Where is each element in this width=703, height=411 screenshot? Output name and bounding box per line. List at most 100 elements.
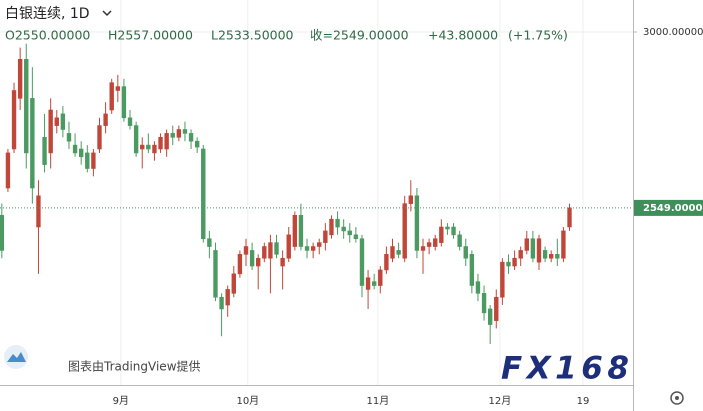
x-tick-label: 12月	[489, 395, 512, 407]
grid	[0, 0, 633, 385]
candle-body	[347, 230, 352, 236]
candle-body	[182, 129, 188, 134]
ohlc-value: L2533.50000	[211, 28, 294, 43]
candle-body	[127, 117, 133, 126]
candle-body	[506, 261, 511, 267]
candle-body	[268, 242, 273, 259]
candle-body	[549, 254, 554, 259]
candle-body	[158, 137, 163, 150]
watermark: 图表由TradingView提供	[68, 359, 201, 374]
tradingview-icon	[4, 345, 28, 369]
last-price-box	[634, 199, 703, 216]
candle-body	[85, 152, 90, 169]
candle-body	[280, 257, 285, 267]
x-tick-label: 10月	[236, 395, 259, 407]
candle-body	[176, 129, 182, 138]
candle-body	[475, 281, 481, 294]
logo: FX168	[501, 351, 629, 387]
candle-body	[390, 246, 395, 259]
candle-body	[481, 293, 487, 314]
candle-body	[445, 226, 450, 230]
candle-body	[170, 133, 175, 138]
candle-body	[341, 226, 346, 232]
candle-body	[371, 281, 377, 286]
candle-body	[542, 250, 548, 259]
candle-body	[359, 238, 365, 286]
candle-body	[42, 137, 47, 165]
candle-body	[48, 109, 53, 154]
candle-body	[292, 215, 298, 247]
interval-dropdown[interactable]	[102, 10, 112, 17]
candle-body	[66, 133, 72, 142]
candle-body	[420, 246, 426, 251]
x-tick-label: 11月	[366, 395, 389, 407]
candle-body	[72, 144, 78, 154]
candle-body	[555, 254, 560, 259]
candle-body	[140, 144, 145, 150]
candle-body	[433, 238, 438, 247]
candle-body	[426, 242, 432, 247]
candle-body	[408, 195, 414, 204]
candle-body	[146, 144, 151, 150]
candle-body	[378, 269, 383, 286]
candle-body	[30, 97, 35, 189]
x-tick-label: 19	[577, 396, 590, 407]
candle-body	[0, 215, 5, 251]
settings-icon[interactable]	[670, 391, 684, 405]
x-tick-label: 9月	[113, 395, 129, 407]
candle-body	[262, 246, 267, 259]
candle-body	[500, 261, 505, 298]
candle-body	[463, 246, 468, 259]
ohlc-legend: O2550.00000 H2557.00000 L2533.50000 收=2549.…	[5, 28, 568, 43]
ohlc-value: +43.80000	[428, 28, 498, 43]
candle-body	[439, 226, 444, 243]
candle-body	[396, 250, 401, 255]
candle-body	[207, 238, 212, 247]
candle-body	[323, 230, 328, 243]
candle-body	[530, 238, 536, 259]
symbol-title[interactable]: 白银连续, 1D	[5, 5, 90, 22]
candle-body	[567, 207, 572, 228]
candle-body	[121, 86, 127, 119]
candle-body	[494, 296, 499, 321]
candle-body	[317, 242, 322, 247]
candle-body	[402, 203, 407, 259]
candle-body	[11, 90, 17, 150]
candle-body	[17, 58, 23, 99]
candle-body	[91, 152, 96, 169]
candle-body	[451, 226, 456, 236]
candle-body	[54, 117, 59, 126]
candle-body	[365, 277, 371, 290]
y-tick-label: 3000.00000	[643, 27, 703, 38]
candle-body	[414, 195, 420, 251]
candle-body	[518, 250, 523, 259]
candle-body	[97, 125, 102, 150]
ohlc-value: H2557.00000	[108, 28, 193, 43]
candle-body	[353, 234, 359, 240]
candle-body	[133, 125, 139, 154]
candle-body	[487, 308, 493, 325]
candle-body	[469, 254, 475, 286]
ohlc-value: 收=2549.00000	[310, 28, 409, 43]
ohlc-value: O2550.00000	[5, 28, 90, 43]
candle-body	[188, 133, 194, 142]
candle-body	[457, 234, 462, 247]
candle-body	[24, 58, 29, 154]
candle-body	[329, 218, 334, 236]
candle-body	[5, 152, 11, 189]
candle-body	[335, 218, 340, 228]
candle-body	[536, 238, 542, 263]
candle-body	[237, 254, 243, 275]
candle-body	[243, 246, 249, 255]
candle-body	[249, 250, 255, 267]
candle-body	[103, 113, 108, 126]
candle-body	[152, 144, 157, 154]
candle-body	[512, 257, 517, 267]
candle-body	[194, 140, 200, 148]
candle-body	[201, 148, 206, 240]
candle-body	[274, 242, 279, 255]
candle-body	[109, 82, 114, 111]
candle-body	[164, 133, 169, 150]
